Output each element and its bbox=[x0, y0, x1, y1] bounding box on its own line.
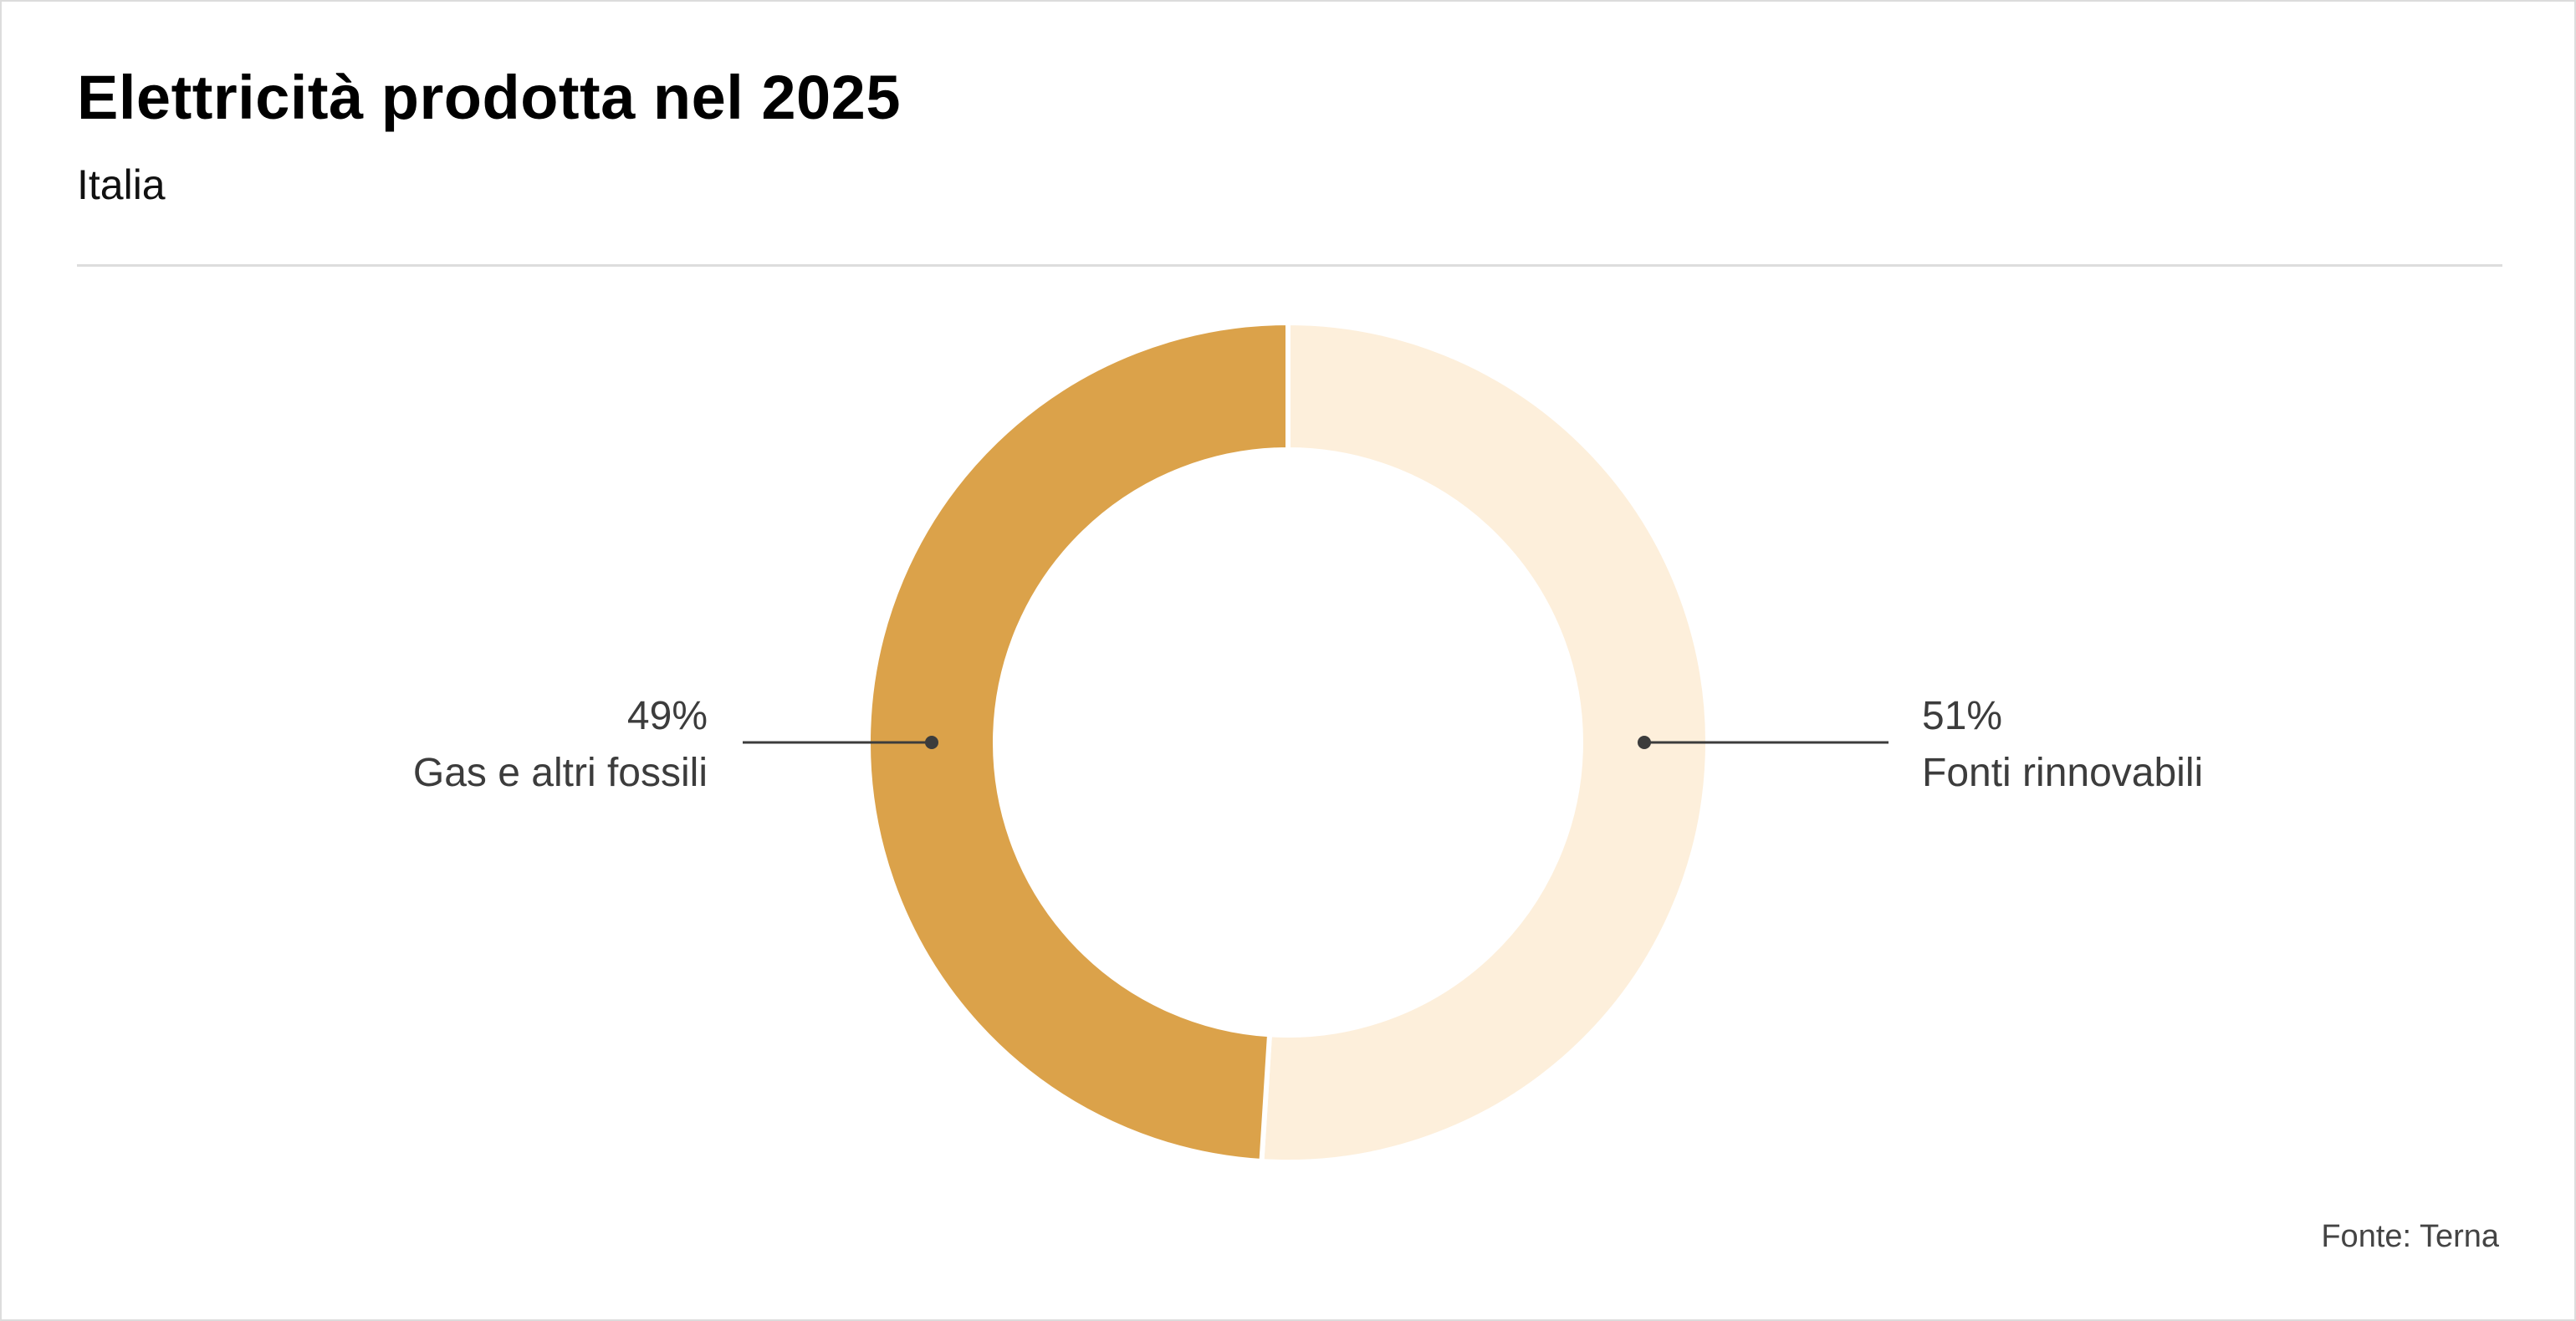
callout-dot-1 bbox=[925, 736, 938, 749]
slice-category-label: Gas e altri fossili bbox=[413, 751, 708, 795]
slice-gas-e-altri-fossili bbox=[866, 319, 1291, 1165]
chart-subtitle: Italia bbox=[77, 161, 166, 208]
donut-slices bbox=[866, 319, 1710, 1165]
chart-title: Elettricità prodotta nel 2025 bbox=[77, 63, 901, 132]
slice-value-label: 49% bbox=[627, 694, 708, 738]
title-divider bbox=[77, 264, 2502, 267]
donut-labels: 51% Fonti rinnovabili 49% Gas e altri fossi… bbox=[413, 694, 2203, 795]
slice-fonti-rinnovabili bbox=[1259, 319, 1710, 1165]
callout-dot-0 bbox=[1638, 736, 1651, 749]
source-note: Fonte: Terna bbox=[2321, 1219, 2499, 1254]
slice-value-label: 51% bbox=[1922, 694, 2002, 738]
slice-category-label: Fonti rinnovabili bbox=[1922, 751, 2203, 795]
